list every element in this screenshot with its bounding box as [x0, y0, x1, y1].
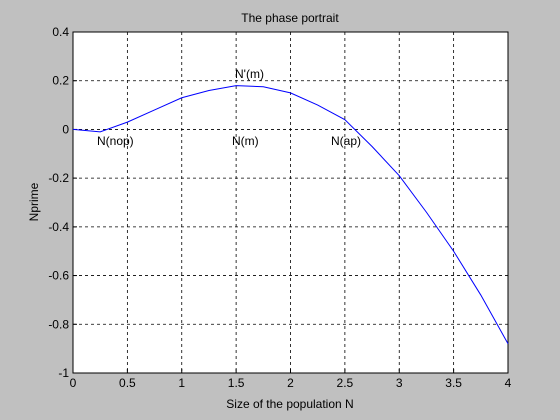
y-tick-label: -0.2: [48, 171, 69, 185]
annotation: N'(m): [235, 67, 264, 81]
y-tick-label: -0.4: [48, 220, 69, 234]
y-tick-label: 0.4: [52, 25, 69, 39]
x-tick-label: 0.5: [119, 376, 136, 390]
x-tick-label: 1.5: [228, 376, 245, 390]
x-tick-label: 0: [70, 376, 77, 390]
annotation: N(m): [232, 134, 259, 148]
data-line: [72, 85, 509, 345]
x-tick-label: 1: [178, 376, 185, 390]
y-tick-label: -0.6: [48, 269, 69, 283]
x-tick-label: 2.5: [337, 376, 354, 390]
y-axis-label: Nprime: [27, 182, 41, 221]
x-tick-label: 3.5: [445, 376, 462, 390]
x-tick-label: 4: [505, 376, 512, 390]
y-tick-label: 0.2: [52, 74, 69, 88]
annotation: N(ap): [331, 134, 361, 148]
x-tick-label: 3: [396, 376, 403, 390]
x-tick-label: 2: [287, 376, 294, 390]
axes-box: [72, 31, 509, 374]
chart-title: The phase portrait: [241, 11, 339, 25]
annotation: N(nop): [97, 134, 134, 148]
x-axis-label: Size of the population N: [226, 397, 353, 411]
y-tick-label: -1: [58, 366, 69, 380]
y-tick-label: -0.8: [48, 317, 69, 331]
y-tick-label: 0: [62, 122, 69, 136]
